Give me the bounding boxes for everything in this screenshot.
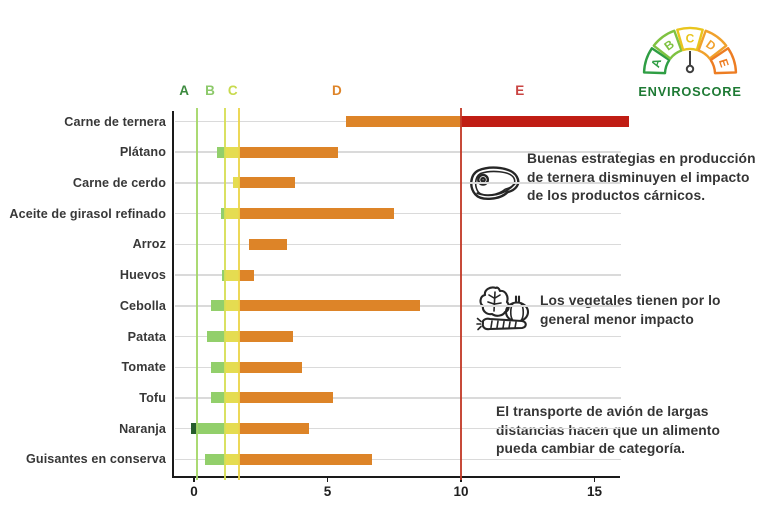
row-label: Aceite de girasol refinado: [9, 206, 166, 221]
zone-threshold-line: [460, 108, 462, 480]
bar-segment: [239, 177, 296, 189]
bar-segment: [220, 208, 225, 220]
category-letter: E: [515, 83, 525, 98]
x-tick-label: 15: [586, 484, 603, 499]
bar-segment: [197, 423, 225, 435]
bar-segment: [461, 116, 630, 127]
gridline: [175, 366, 621, 368]
x-tick-label: 10: [453, 484, 469, 499]
zone-threshold-line: [196, 108, 199, 480]
bar-segment: [224, 300, 240, 312]
gridline: [175, 397, 621, 399]
x-tick: [460, 478, 462, 482]
row-label: Patata: [127, 329, 166, 344]
bar-segment: [211, 361, 225, 373]
bar-segment: [224, 453, 240, 465]
row-label: Plátano: [119, 145, 166, 160]
category-letter: B: [205, 83, 215, 98]
bar-segment: [222, 269, 225, 281]
bar-segment: [239, 423, 309, 435]
gauge-letter-C: C: [686, 32, 695, 46]
row-labels: Carne de ternera Plátano Carne de cerdo Ace…: [0, 103, 166, 478]
bar-segment: [207, 331, 225, 343]
gridline: [175, 243, 621, 246]
row-label: Guisantes en conserva: [26, 452, 166, 467]
y-axis-line: [171, 111, 174, 477]
gauge-needle-knob: [685, 64, 695, 74]
vegetables-icon: [476, 284, 536, 338]
x-tick: [593, 478, 596, 482]
bar-segment: [346, 116, 461, 127]
x-tick-label: 5: [323, 484, 332, 499]
bar-segment: [239, 361, 303, 373]
row-label: Carne de cerdo: [72, 175, 166, 190]
annotation-vegetables: Los vegetales tienen por lo general meno…: [540, 293, 721, 327]
gauge-segment-B: [652, 29, 683, 60]
gauge-segment-D: [697, 29, 728, 60]
x-tick: [193, 478, 195, 482]
x-axis-line: [171, 475, 620, 478]
bar-segment: [211, 392, 225, 404]
x-tick-label: 0: [190, 484, 198, 499]
row-label: Naranja: [119, 421, 166, 436]
bar-segment: [211, 300, 225, 312]
zone-threshold-line: [238, 108, 241, 480]
steak-icon: [468, 165, 522, 207]
bar-segment: [239, 453, 372, 465]
bar-segment: [239, 392, 333, 404]
bar-segment: [224, 331, 240, 343]
bar-segment: [239, 300, 420, 312]
bar-segment: [248, 238, 288, 250]
gridline: [175, 274, 621, 276]
bar-segment: [224, 269, 240, 281]
bar-segment: [204, 453, 225, 465]
annotation-transport: El transporte de avión de largas distanc…: [496, 404, 721, 457]
gauge-segment-E: [709, 47, 738, 75]
bar-segment: [239, 208, 395, 220]
row-label: Carne de ternera: [64, 114, 166, 129]
enviroscore-gauge: AB C DE: [642, 26, 738, 75]
bar-segment: [232, 177, 240, 189]
gauge-segment-C: [676, 26, 704, 52]
enviroscore-logo-text: ENVIROSCORE: [638, 84, 742, 99]
gridline: [175, 335, 621, 338]
category-letter: A: [179, 83, 189, 98]
bar-segment: [239, 331, 293, 343]
bar-segment: [224, 361, 240, 373]
gridline: [175, 427, 621, 430]
bar-segment: [239, 146, 339, 158]
row-label: Huevos: [119, 268, 166, 283]
row-label: Arroz: [132, 237, 166, 252]
gridline: [175, 182, 621, 184]
category-letter: C: [227, 83, 238, 98]
zone-threshold-line: [223, 108, 226, 480]
row-label: Tomate: [121, 360, 166, 375]
gridline: [175, 458, 621, 461]
row-label: Tofu: [139, 390, 166, 405]
bar-segment: [224, 146, 240, 158]
gridline: [175, 151, 621, 153]
bar-segment: [224, 423, 240, 435]
gauge-letter-E: E: [716, 57, 732, 69]
category-letter: D: [331, 83, 342, 98]
gauge-segment-A: [642, 47, 671, 75]
row-label: Cebolla: [119, 298, 166, 313]
bar-plot: A B C D E 0 5 10 15: [173, 83, 643, 503]
bar-segment: [224, 208, 240, 220]
bar-segment: [191, 423, 198, 435]
bar-segment: [224, 392, 240, 404]
x-tick: [326, 478, 329, 482]
gridline: [175, 212, 621, 215]
bar-segment: [239, 269, 255, 281]
annotation-beef: Buenas estrategias en producción de tern…: [527, 151, 756, 204]
bar-segment: [216, 146, 225, 158]
